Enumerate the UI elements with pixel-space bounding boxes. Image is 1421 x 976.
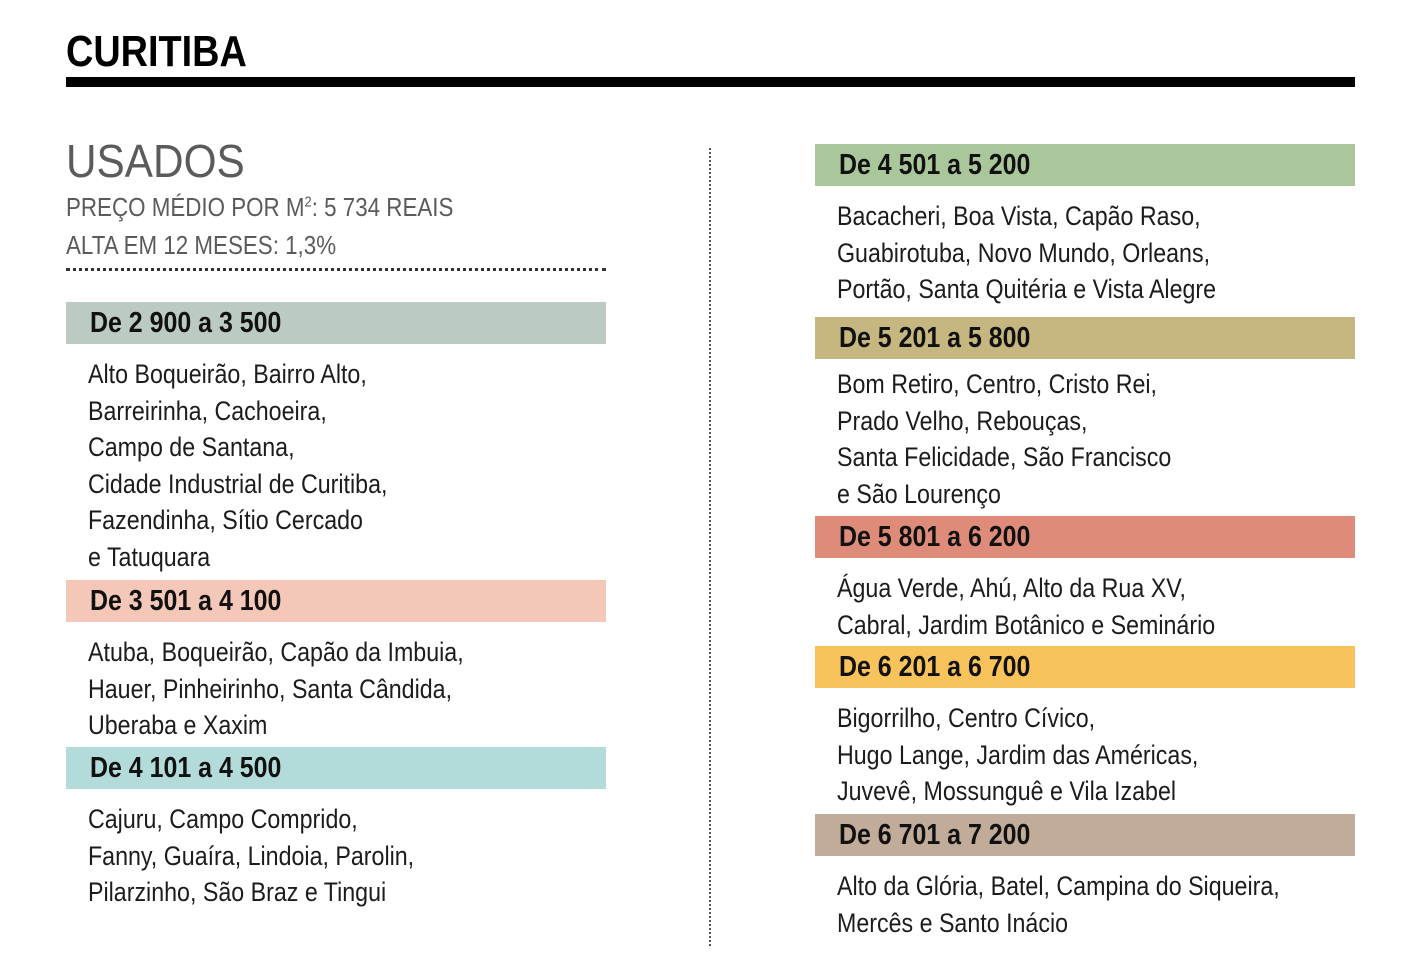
- range-band-4: De 5 201 a 5 800: [815, 317, 1355, 359]
- list-line: Água Verde, Ahú, Alto da Rua XV,: [837, 573, 1187, 603]
- list-line: Campo de Santana,: [88, 432, 295, 463]
- range-band-0: De 2 900 a 3 500: [66, 302, 606, 344]
- range-label: De 2 900 a 3 500: [90, 307, 282, 339]
- range-neighborhoods-4: Bom Retiro, Centro, Cristo Rei, Prado Ve…: [837, 366, 1171, 512]
- range-neighborhoods-6: Bigorrilho, Centro Cívico, Hugo Lange, J…: [837, 700, 1198, 810]
- average-price-superscript: 2: [304, 193, 312, 211]
- range-neighborhoods-5: Água Verde, Ahú, Alto da Rua XV, Cabral,…: [837, 570, 1215, 643]
- list-line: Bom Retiro, Centro, Cristo Rei,: [837, 369, 1158, 399]
- range-band-6: De 6 201 a 6 700: [815, 646, 1355, 688]
- list-line: e Tatuquara: [88, 541, 211, 572]
- range-band-5: De 5 801 a 6 200: [815, 516, 1355, 558]
- average-price: PREÇO MÉDIO POR M2: 5 734 REAIS: [66, 194, 453, 220]
- range-neighborhoods-3: Bacacheri, Boa Vista, Capão Raso, Guabir…: [837, 198, 1216, 308]
- list-line: Alto Boqueirão, Bairro Alto,: [88, 359, 367, 389]
- range-neighborhoods-2: Cajuru, Campo Comprido, Fanny, Guaíra, L…: [88, 801, 414, 911]
- list-line: Barreirinha, Cachoeira,: [88, 395, 327, 426]
- range-label: De 3 501 a 4 100: [90, 585, 282, 617]
- list-line: Alto da Glória, Batel, Campina do Siquei…: [837, 871, 1280, 901]
- list-line: Uberaba e Xaxim: [88, 710, 268, 741]
- range-label: De 6 201 a 6 700: [839, 651, 1031, 683]
- section-title: USADOS: [66, 135, 245, 187]
- page-title: CURITIBA: [66, 27, 247, 76]
- range-label: De 4 501 a 5 200: [839, 149, 1031, 181]
- list-line: Fazendinha, Sítio Cercado: [88, 505, 363, 536]
- range-neighborhoods-7: Alto da Glória, Batel, Campina do Siquei…: [837, 868, 1280, 941]
- range-label: De 4 101 a 4 500: [90, 752, 282, 784]
- average-price-value: : 5 734 REAIS: [311, 192, 454, 222]
- list-line: Bigorrilho, Centro Cívico,: [837, 703, 1096, 733]
- range-band-1: De 3 501 a 4 100: [66, 580, 606, 622]
- list-line: Pilarzinho, São Braz e Tingui: [88, 877, 387, 908]
- annual-change: ALTA EM 12 MESES: 1,3%: [66, 230, 337, 260]
- list-line: Hugo Lange, Jardim das Américas,: [837, 739, 1199, 770]
- list-line: Guabirotuba, Novo Mundo, Orleans,: [837, 237, 1211, 268]
- list-line: Prado Velho, Rebouças,: [837, 405, 1088, 436]
- range-label: De 5 801 a 6 200: [839, 521, 1031, 553]
- range-band-2: De 4 101 a 4 500: [66, 747, 606, 789]
- dotted-rule: [66, 268, 606, 271]
- title-rule: [66, 77, 1355, 87]
- list-line: Atuba, Boqueirão, Capão da Imbuia,: [88, 637, 464, 667]
- list-line: Cajuru, Campo Comprido,: [88, 804, 358, 834]
- range-label: De 6 701 a 7 200: [839, 819, 1031, 851]
- list-line: e São Lourenço: [837, 478, 1001, 509]
- list-line: Mercês e Santo Inácio: [837, 907, 1069, 938]
- list-line: Cidade Industrial de Curitiba,: [88, 468, 388, 499]
- list-line: Juvevê, Mossunguê e Vila Izabel: [837, 776, 1177, 807]
- range-neighborhoods-1: Atuba, Boqueirão, Capão da Imbuia, Hauer…: [88, 634, 464, 744]
- range-band-7: De 6 701 a 7 200: [815, 814, 1355, 856]
- range-band-3: De 4 501 a 5 200: [815, 144, 1355, 186]
- list-line: Cabral, Jardim Botânico e Seminário: [837, 609, 1216, 640]
- range-label: De 5 201 a 5 800: [839, 322, 1031, 354]
- average-price-prefix: PREÇO MÉDIO POR M: [66, 192, 305, 222]
- range-neighborhoods-0: Alto Boqueirão, Bairro Alto, Barreirinha…: [88, 356, 387, 576]
- list-line: Bacacheri, Boa Vista, Capão Raso,: [837, 201, 1201, 231]
- list-line: Portão, Santa Quitéria e Vista Alegre: [837, 274, 1217, 305]
- list-line: Hauer, Pinheirinho, Santa Cândida,: [88, 673, 453, 704]
- list-line: Santa Felicidade, São Francisco: [837, 442, 1172, 473]
- list-line: Fanny, Guaíra, Lindoia, Parolin,: [88, 840, 415, 871]
- column-divider: [709, 148, 711, 946]
